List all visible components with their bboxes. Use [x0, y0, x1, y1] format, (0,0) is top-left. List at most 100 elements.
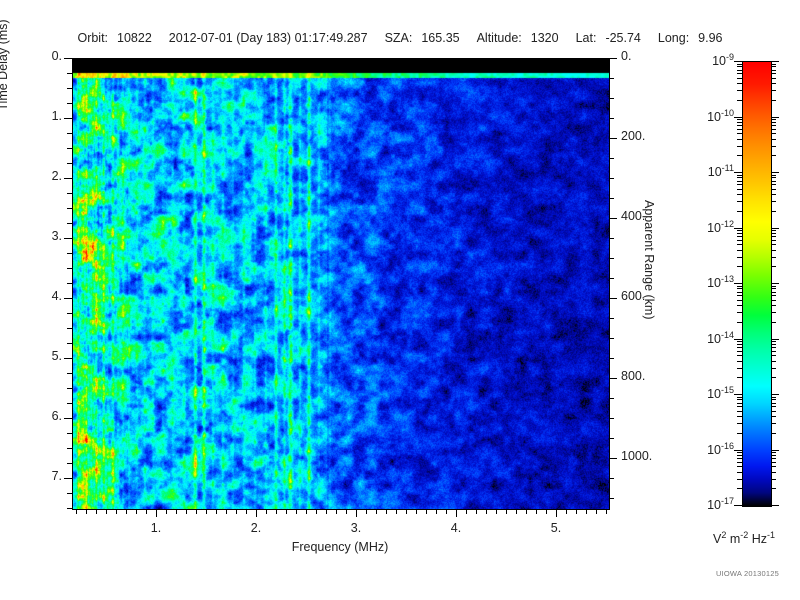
axis-tick	[609, 198, 614, 199]
axis-tick	[771, 341, 776, 342]
axis-tick	[609, 238, 614, 239]
axis-tick	[67, 193, 72, 194]
axis-tick	[446, 509, 447, 514]
axis-tick	[771, 292, 776, 293]
axis-tick	[771, 181, 776, 182]
axis-tick	[67, 448, 72, 449]
axis-tick	[737, 139, 742, 140]
axis-tick	[67, 208, 72, 209]
axis-tick	[771, 177, 776, 178]
axis-tick	[67, 313, 72, 314]
axis-tick	[734, 172, 742, 173]
axis-tick	[737, 155, 742, 156]
axis-tick	[771, 462, 776, 463]
axis-tick	[737, 411, 742, 412]
colorbar-tick-label: 10-10	[666, 108, 734, 124]
unit-m: m	[729, 532, 741, 547]
axis-tick	[67, 283, 72, 284]
axis-tick	[67, 268, 72, 269]
axis-tick	[737, 347, 742, 348]
axis-tick	[609, 318, 614, 319]
colorbar-tick-exponent: -9	[725, 52, 734, 62]
axis-tick	[771, 117, 779, 118]
axis-tick	[737, 70, 742, 71]
axis-tick	[737, 66, 742, 67]
axis-tick	[771, 361, 776, 362]
axis-tick	[771, 233, 776, 234]
axis-tick	[356, 509, 357, 517]
axis-tick	[737, 90, 742, 91]
y-axis-right-tick-label: 600.	[621, 289, 646, 303]
axis-tick	[737, 175, 742, 176]
axis-tick	[737, 184, 742, 185]
axis-tick	[737, 361, 742, 362]
axis-tick	[609, 98, 614, 99]
axis-tick	[426, 509, 427, 514]
colorbar-tick-exponent: -17	[720, 496, 734, 506]
axis-tick	[771, 479, 776, 480]
axis-tick	[67, 223, 72, 224]
axis-tick	[771, 377, 776, 378]
colorbar-tick-exponent: -11	[721, 163, 734, 173]
axis-tick	[771, 119, 776, 120]
axis-tick	[64, 58, 72, 59]
axis-tick	[737, 341, 742, 342]
axis-tick	[386, 509, 387, 514]
axis-tick	[556, 509, 557, 517]
colorbar-tick-label: 10-14	[666, 330, 734, 346]
axis-tick	[609, 118, 614, 119]
axis-tick	[64, 298, 72, 299]
axis-tick	[771, 125, 776, 126]
axis-tick	[609, 358, 614, 359]
axis-tick	[146, 509, 147, 514]
sza-label: SZA:	[384, 31, 413, 45]
axis-tick	[737, 64, 742, 65]
axis-tick	[196, 509, 197, 514]
axis-tick	[86, 509, 87, 514]
axis-tick	[737, 312, 742, 313]
axis-tick	[496, 509, 497, 514]
axis-tick	[771, 351, 776, 352]
axis-tick	[734, 61, 742, 62]
axis-tick	[737, 119, 742, 120]
axis-tick	[737, 146, 742, 147]
y-axis-right-tick-label: 400.	[621, 209, 646, 223]
colorbar-tick-label: 10-15	[666, 385, 734, 401]
axis-tick	[226, 509, 227, 514]
axis-tick	[771, 403, 776, 404]
axis-tick	[737, 78, 742, 79]
axis-tick	[436, 509, 437, 514]
x-axis-tick-label: 3.	[350, 521, 362, 535]
y-axis-left-tick-label: 7.	[51, 469, 62, 483]
axis-tick	[737, 322, 742, 323]
axis-tick	[67, 433, 72, 434]
unit-v-exponent: 2	[721, 530, 727, 540]
axis-tick	[771, 322, 776, 323]
axis-tick	[737, 462, 742, 463]
axis-tick	[771, 139, 776, 140]
axis-tick	[737, 300, 742, 301]
axis-tick	[771, 90, 776, 91]
axis-tick	[609, 218, 617, 219]
axis-tick	[771, 133, 776, 134]
axis-tick	[734, 228, 742, 229]
y-axis-right-tick-label: 800.	[621, 369, 646, 383]
axis-tick	[771, 286, 776, 287]
axis-tick	[609, 478, 614, 479]
axis-tick	[546, 509, 547, 514]
axis-tick	[771, 228, 779, 229]
x-axis-tick-label: 5.	[550, 521, 562, 535]
axis-tick	[771, 355, 776, 356]
axis-tick	[771, 100, 776, 101]
y-axis-left-tick-label: 1.	[51, 109, 62, 123]
axis-tick	[771, 257, 776, 258]
axis-tick	[737, 230, 742, 231]
axis-tick	[771, 344, 776, 345]
axis-tick	[771, 129, 776, 130]
axis-tick	[67, 148, 72, 149]
axis-tick	[609, 398, 614, 399]
axis-tick	[67, 493, 72, 494]
axis-tick	[737, 73, 742, 74]
axis-tick	[771, 155, 776, 156]
